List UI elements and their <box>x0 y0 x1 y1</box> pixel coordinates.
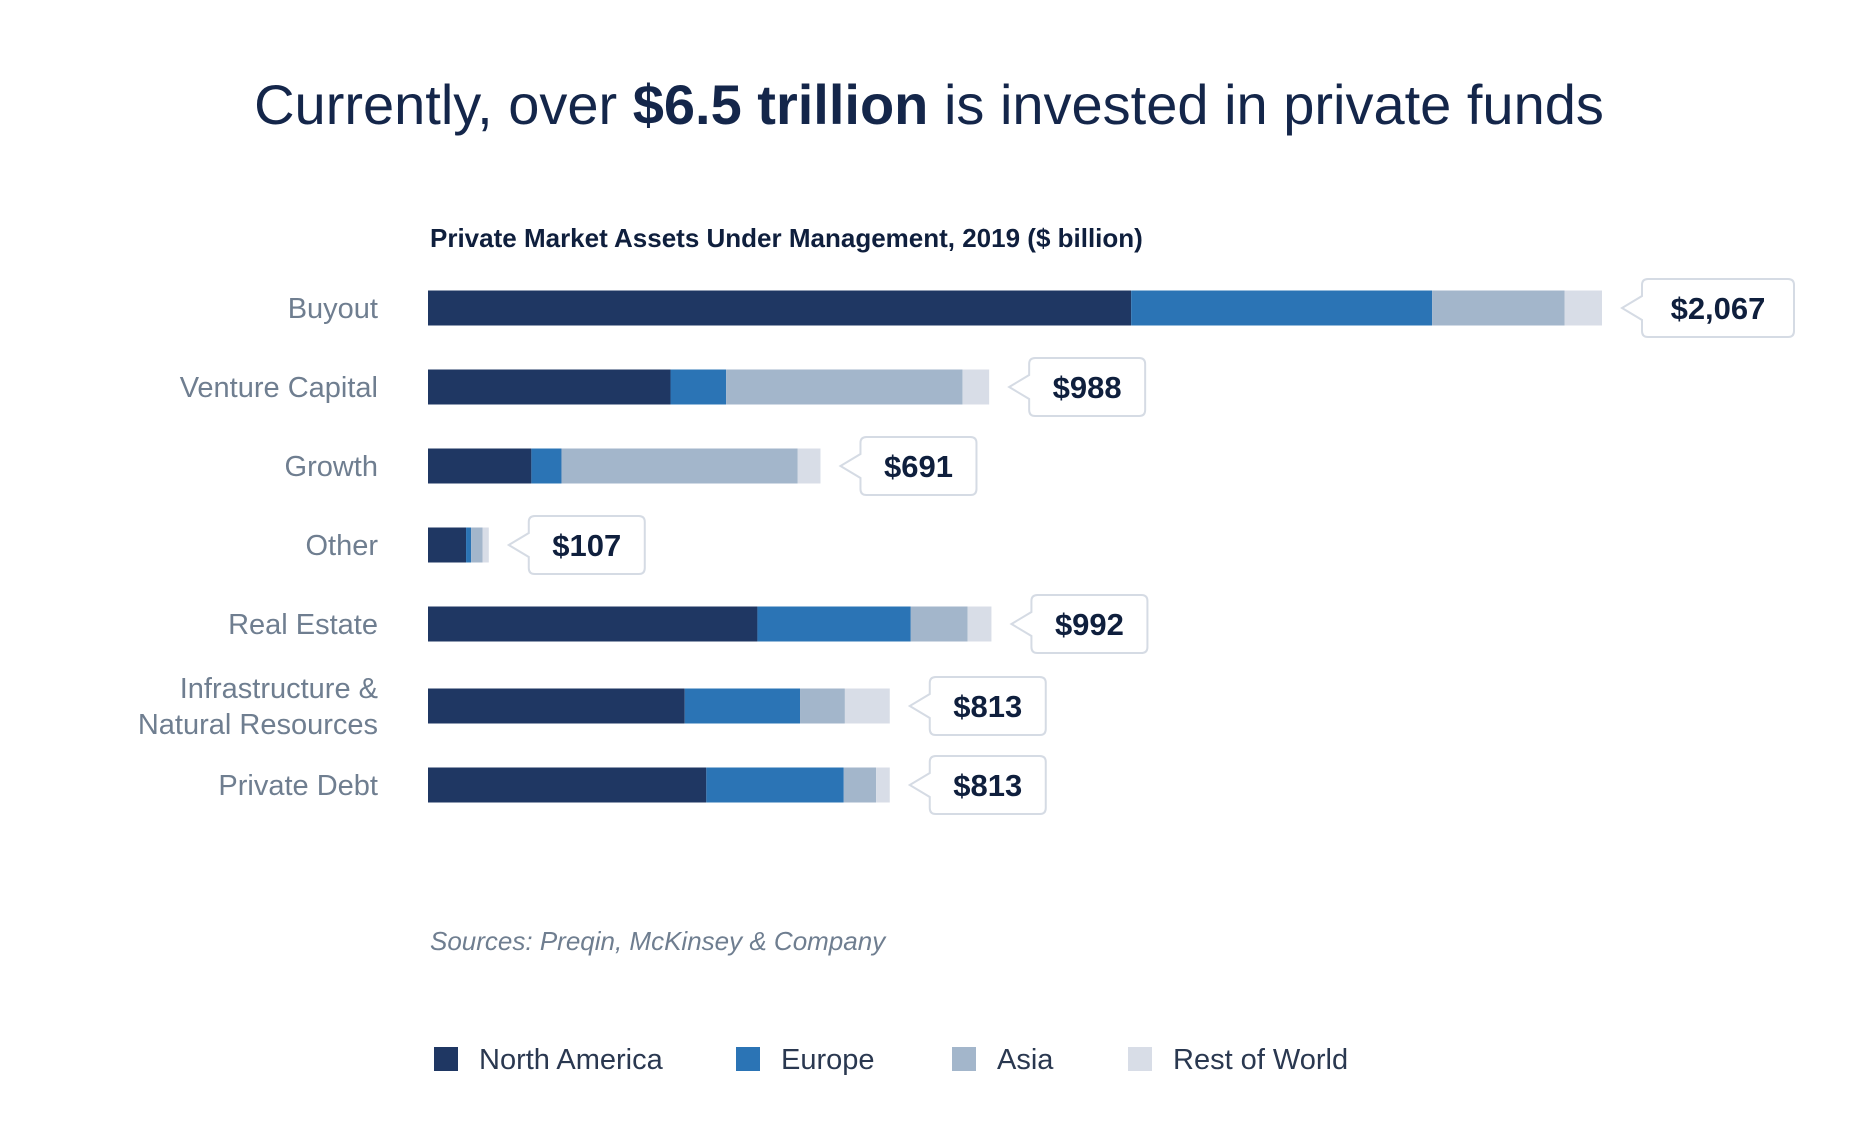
legend-swatch <box>1128 1047 1152 1071</box>
total-label: $691 <box>884 449 953 484</box>
bar-segment <box>967 606 992 642</box>
bar-segment <box>726 369 963 405</box>
bar-segment <box>684 688 801 724</box>
bar-segment <box>428 767 707 803</box>
total-label: $992 <box>1055 607 1124 642</box>
legend-label: Europe <box>781 1044 875 1076</box>
category-label: Buyout <box>288 293 378 325</box>
total-callout <box>1007 357 1147 417</box>
bar-segment <box>531 448 562 484</box>
legend-label: North America <box>479 1044 664 1076</box>
bar-segment <box>876 767 890 803</box>
bar-segment <box>428 606 758 642</box>
category-label-line: Real Estate <box>228 609 378 641</box>
total-callout <box>907 676 1047 736</box>
bar-segment <box>471 527 483 563</box>
total-callout <box>838 436 978 496</box>
total-label: $988 <box>1053 370 1122 405</box>
category-label: Other <box>305 530 378 562</box>
total-callout <box>907 755 1047 815</box>
bar-segment <box>962 369 990 405</box>
bar-segment <box>428 688 685 724</box>
total-label: $813 <box>953 689 1022 724</box>
category-label-line: Venture Capital <box>180 372 378 404</box>
category-label: Growth <box>285 451 378 483</box>
legend-swatch <box>434 1047 458 1071</box>
legend-label: Rest of World <box>1173 1044 1348 1076</box>
bar-segment <box>844 688 890 724</box>
legend-label: Asia <box>997 1044 1054 1076</box>
legend-swatch <box>952 1047 976 1071</box>
bar-segment <box>797 448 821 484</box>
bar-segment <box>428 369 671 405</box>
category-label-line: Other <box>305 530 378 562</box>
bar-segment <box>428 290 1132 326</box>
total-label: $2,067 <box>1671 291 1766 326</box>
category-label: Private Debt <box>218 770 378 802</box>
category-label: Real Estate <box>228 609 378 641</box>
bar-segment <box>910 606 968 642</box>
bar-segment <box>1564 290 1602 326</box>
chart-title: Private Market Assets Under Management, … <box>430 223 1143 253</box>
headline-prefix: Currently, over <box>254 73 633 136</box>
headline-suffix: is invested in private funds <box>928 73 1604 136</box>
total-callout <box>1620 278 1795 338</box>
headline-emphasis: $6.5 trillion <box>632 73 929 136</box>
category-label: Venture Capital <box>180 372 378 404</box>
bar-segment <box>482 527 489 563</box>
bar-segment <box>466 527 472 563</box>
category-label-line: Private Debt <box>218 770 378 802</box>
bar-segment <box>1131 290 1433 326</box>
bar-segment <box>428 527 467 563</box>
legend-swatch <box>736 1047 760 1071</box>
bar-segment <box>843 767 877 803</box>
total-label: $107 <box>552 528 621 563</box>
bar-segment <box>428 448 532 484</box>
total-label: $813 <box>953 768 1022 803</box>
total-callout <box>506 515 646 575</box>
headline: Currently, over $6.5 trillion is investe… <box>0 72 1858 137</box>
bar-segment <box>706 767 844 803</box>
bar-segment <box>757 606 911 642</box>
category-label: Infrastructure & Natural Resources <box>138 673 378 741</box>
source-note: Sources: Preqin, McKinsey & Company <box>430 926 887 956</box>
category-label-line: Infrastructure & <box>180 673 378 705</box>
category-label-line: Buyout <box>288 293 378 325</box>
bar-segment <box>800 688 845 724</box>
total-callout <box>1009 594 1149 654</box>
category-label-line: Natural Resources <box>138 709 378 741</box>
bar-segment <box>670 369 727 405</box>
bar-segment <box>561 448 798 484</box>
category-label-line: Growth <box>285 451 378 483</box>
bar-segment <box>1432 290 1565 326</box>
